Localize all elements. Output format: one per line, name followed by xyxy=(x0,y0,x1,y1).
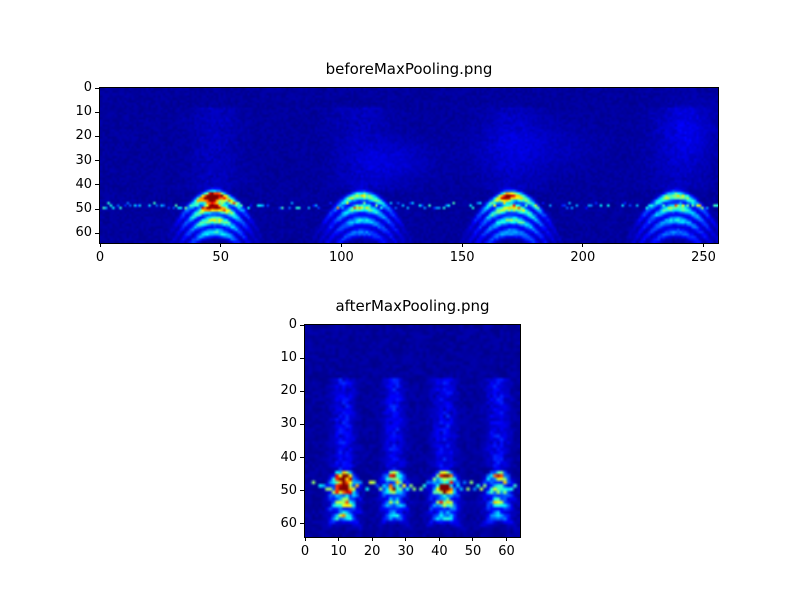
y-tick-mark xyxy=(300,490,304,492)
y-tick-label: 10 xyxy=(280,350,297,366)
x-tick-label: 250 xyxy=(691,250,716,265)
y-tick-mark xyxy=(300,523,304,525)
x-tick-label: 100 xyxy=(328,250,354,265)
y-tick-label: 40 xyxy=(280,449,297,465)
x-tick-label: 200 xyxy=(570,250,596,265)
after-maxpooling-chart: afterMaxPooling.png 0 10 20 30 40 50 60 0 10 20 30… xyxy=(280,297,521,559)
x-tick-mark xyxy=(461,243,463,247)
x-tick-mark xyxy=(438,537,440,541)
x-tick-label: 30 xyxy=(397,544,415,559)
y-tick-label: 40 xyxy=(75,176,92,192)
x-tick-label: 40 xyxy=(431,544,448,559)
x-tick-mark xyxy=(472,537,474,541)
x-tick-mark xyxy=(304,537,306,541)
y-tick-label: 20 xyxy=(75,128,92,144)
after-heatmap-canvas xyxy=(304,324,521,538)
x-tick-mark xyxy=(703,243,705,247)
y-tick-label: 20 xyxy=(280,383,297,399)
x-tick-label: 0 xyxy=(95,250,105,265)
x-tick-label: 50 xyxy=(464,544,482,559)
x-tick-label: 0 xyxy=(300,544,310,559)
x-tick-label: 150 xyxy=(449,250,475,265)
y-tick-mark xyxy=(95,160,99,162)
y-tick-mark xyxy=(300,390,304,392)
x-tick-mark xyxy=(582,243,584,247)
y-tick-mark xyxy=(95,135,99,137)
y-tick-mark xyxy=(95,111,99,113)
y-tick-label: 0 xyxy=(83,80,92,95)
y-tick-mark xyxy=(95,208,99,210)
y-tick-mark xyxy=(95,87,99,89)
y-tick-label: 10 xyxy=(75,104,92,120)
x-tick-label: 50 xyxy=(212,250,229,265)
x-tick-label: 60 xyxy=(498,544,515,559)
x-tick-mark xyxy=(405,537,407,541)
before-chart-title: beforeMaxPooling.png xyxy=(325,60,493,78)
y-tick-mark xyxy=(300,423,304,425)
y-tick-label: 0 xyxy=(288,317,297,332)
y-tick-mark xyxy=(300,324,304,326)
y-tick-label: 50 xyxy=(75,201,92,217)
y-tick-label: 60 xyxy=(75,225,92,241)
before-maxpooling-chart: beforeMaxPooling.png 0 50 100 150 200 250 0 10 2… xyxy=(75,60,719,265)
x-tick-mark xyxy=(506,537,508,541)
after-chart-title: afterMaxPooling.png xyxy=(335,297,490,315)
x-tick-mark xyxy=(99,243,101,247)
x-tick-mark xyxy=(371,537,373,541)
y-tick-mark xyxy=(95,184,99,186)
y-tick-mark xyxy=(300,457,304,458)
x-tick-mark xyxy=(338,537,340,541)
y-tick-label: 50 xyxy=(280,482,297,498)
y-tick-mark xyxy=(95,232,99,234)
x-tick-label: 10 xyxy=(330,544,347,559)
y-tick-label: 60 xyxy=(280,515,297,531)
y-tick-label: 30 xyxy=(75,152,92,168)
y-tick-mark xyxy=(300,357,304,359)
x-tick-label: 20 xyxy=(363,544,381,559)
x-tick-mark xyxy=(340,243,342,247)
x-tick-mark xyxy=(220,243,222,247)
y-tick-label: 30 xyxy=(280,416,297,432)
before-heatmap-canvas xyxy=(99,87,719,244)
